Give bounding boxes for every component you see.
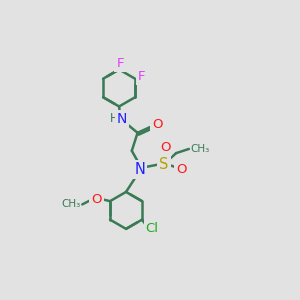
Text: N: N xyxy=(134,162,145,177)
Text: O: O xyxy=(160,141,170,154)
Text: Cl: Cl xyxy=(146,222,159,236)
Text: CH₃: CH₃ xyxy=(190,144,210,154)
Text: CH₃: CH₃ xyxy=(61,200,81,209)
Text: O: O xyxy=(92,193,102,206)
Text: N: N xyxy=(117,112,127,126)
Text: O: O xyxy=(152,118,163,131)
Text: S: S xyxy=(160,157,169,172)
Text: F: F xyxy=(116,56,124,70)
Text: F: F xyxy=(138,70,145,83)
Text: O: O xyxy=(176,163,187,176)
Text: H: H xyxy=(110,112,119,125)
